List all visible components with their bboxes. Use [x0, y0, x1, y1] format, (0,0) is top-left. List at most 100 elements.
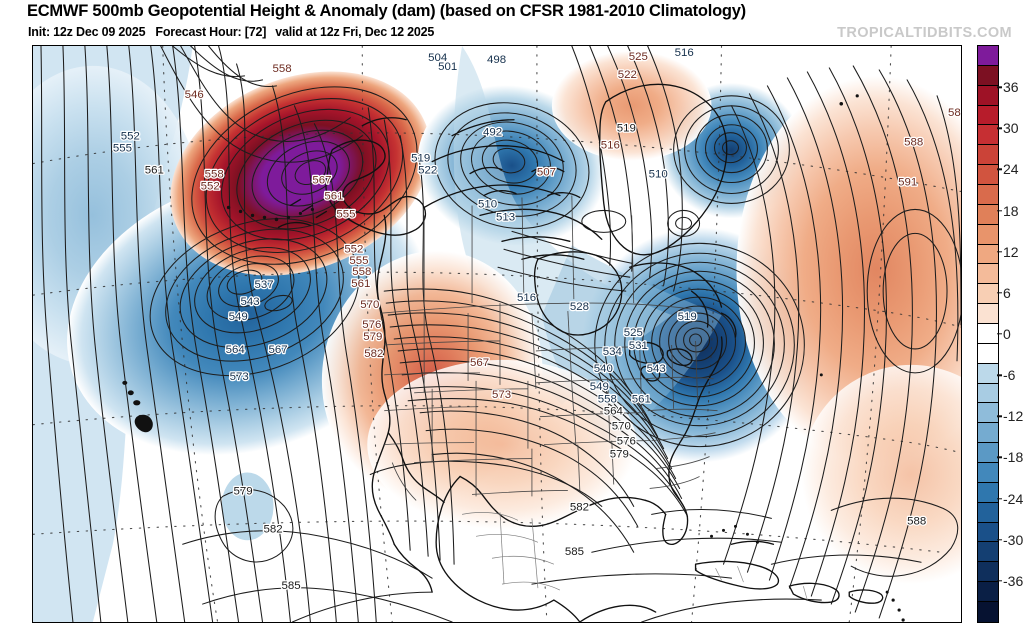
- contour-label: 549: [229, 311, 248, 323]
- colorbar-tick-label: 36: [1003, 79, 1019, 96]
- contour-labels-layer: 558 546 552 555 561 558 552 567 561 555 …: [112, 46, 961, 593]
- contour-label: 585: [281, 580, 300, 592]
- contour-label: 537: [255, 279, 274, 291]
- colorbar-band: [978, 46, 998, 66]
- colorbar-tick-label: -12: [1003, 408, 1024, 425]
- contour-label: 513: [496, 211, 515, 223]
- contour-label: 591: [898, 177, 917, 189]
- contour-label: 585: [565, 546, 584, 558]
- contour-label: 528: [570, 301, 589, 313]
- colorbar-tick-label: 0: [1003, 326, 1011, 342]
- contour-label: 492: [483, 127, 502, 139]
- colorbar-tick-mark: [997, 292, 1002, 294]
- map-layers: 558 546 552 555 561 558 552 567 561 555 …: [33, 46, 961, 622]
- contour-label: 585: [948, 107, 961, 119]
- contour-label: 549: [590, 381, 609, 393]
- contour-label: 522: [618, 69, 637, 81]
- contour-label: 522: [418, 165, 437, 177]
- colorbar-tick-mark: [997, 127, 1002, 129]
- contour-label: 570: [360, 299, 379, 311]
- contour-label: 546: [185, 89, 204, 101]
- colorbar-band: [978, 463, 998, 483]
- colorbar-band: [978, 185, 998, 205]
- colorbar-tick-labels: 36 30 24 18 12 6 0 -6 -12 -18 -24 -30 -36: [997, 45, 1024, 623]
- colorbar-band: [978, 85, 998, 106]
- map-canvas[interactable]: 558 546 552 555 561 558 552 567 561 555 …: [32, 45, 962, 623]
- colorbar-tick-mark: [997, 374, 1002, 376]
- colorbar-tick-mark: [997, 333, 1002, 335]
- valid-time-label: valid at 12z Fri, Dec 12 2025: [275, 25, 435, 39]
- colorbar-band: [978, 125, 998, 146]
- contour-label: 552: [121, 131, 140, 143]
- colorbar-tick-label: -6: [1003, 367, 1016, 384]
- colorbar-tick-mark: [997, 539, 1002, 541]
- header: ECMWF 500mb Geopotential Height & Anomal…: [0, 0, 1024, 44]
- contour-label: 543: [647, 363, 666, 375]
- colorbar-band: [978, 582, 998, 603]
- contour-label: 555: [349, 255, 368, 267]
- colorbar-band: [978, 443, 998, 464]
- administrative-borders-layer: [382, 195, 808, 601]
- colorbar-tick-label: 12: [1003, 243, 1019, 260]
- contour-label: 540: [594, 363, 613, 375]
- colorbar-band: [978, 423, 998, 444]
- colorbar-band: [978, 403, 998, 424]
- contour-label: 531: [629, 340, 648, 352]
- colorbar-band: [978, 363, 998, 384]
- contour-label: 582: [570, 501, 589, 513]
- colorbar-tick-label: -36: [1003, 572, 1024, 589]
- contour-label: 504: [428, 52, 448, 64]
- contour-label: 507: [537, 167, 556, 179]
- colorbar-band: [978, 244, 998, 265]
- colorbar-band: [978, 343, 998, 364]
- anomaly-colorbar[interactable]: [977, 45, 999, 623]
- contour-label: 582: [364, 348, 383, 360]
- contour-label: 543: [241, 296, 260, 308]
- colorbar-band: [978, 522, 998, 543]
- contour-label: 561: [632, 394, 651, 406]
- contour-label: 534: [603, 346, 623, 358]
- colorbar-band: [978, 542, 998, 563]
- contour-label: 519: [617, 123, 636, 135]
- contour-lines-layer: [40, 46, 961, 622]
- colorbar-tick-mark: [997, 497, 1002, 500]
- colorbar-band: [978, 562, 998, 583]
- geography-layer: [122, 83, 905, 622]
- contour-label: 567: [312, 175, 331, 187]
- contour-label: 567: [268, 344, 287, 356]
- contour-label: 525: [624, 327, 643, 339]
- contour-label: 579: [610, 449, 629, 461]
- contour-label: 561: [324, 190, 343, 202]
- colorbar-tick-label: 6: [1003, 284, 1011, 301]
- contour-label: 555: [113, 143, 132, 155]
- forecast-hour-label: Forecast Hour: [72]: [155, 25, 267, 39]
- contour-label: 501: [438, 61, 457, 73]
- colorbar-tick-label: 18: [1003, 202, 1019, 219]
- contour-label: 573: [492, 389, 511, 401]
- colorbar-band: [978, 284, 998, 305]
- contour-label: 561: [145, 165, 164, 177]
- contour-label: 519: [411, 153, 430, 165]
- contour-label: 579: [234, 485, 253, 497]
- contour-label: 558: [272, 63, 291, 75]
- site-watermark: TROPICALTIDBITS.COM: [837, 25, 1012, 41]
- contour-label: 576: [617, 436, 636, 448]
- contour-label: 510: [478, 198, 497, 210]
- colorbar-tick-label: -24: [1003, 490, 1024, 507]
- colorbar-band: [978, 65, 998, 86]
- colorbar-tick-label: -30: [1003, 531, 1024, 548]
- contour-label: 588: [907, 515, 926, 527]
- colorbar-band: [978, 224, 998, 245]
- contour-label: 564: [604, 406, 624, 418]
- contour-label: 561: [351, 278, 370, 290]
- contour-label: 516: [517, 292, 536, 304]
- colorbar-band: [978, 482, 998, 503]
- contour-label: 573: [230, 371, 249, 383]
- contour-label: 510: [649, 169, 668, 181]
- forecast-metadata: Init: 12z Dec 09 2025 Forecast Hour: [72]…: [28, 25, 434, 39]
- colorbar-band: [978, 145, 998, 166]
- init-time-label: Init: 12z Dec 09 2025: [28, 25, 146, 39]
- colorbar-tick-mark: [997, 251, 1002, 253]
- map-svg: 558 546 552 555 561 558 552 567 561 555 …: [33, 46, 961, 622]
